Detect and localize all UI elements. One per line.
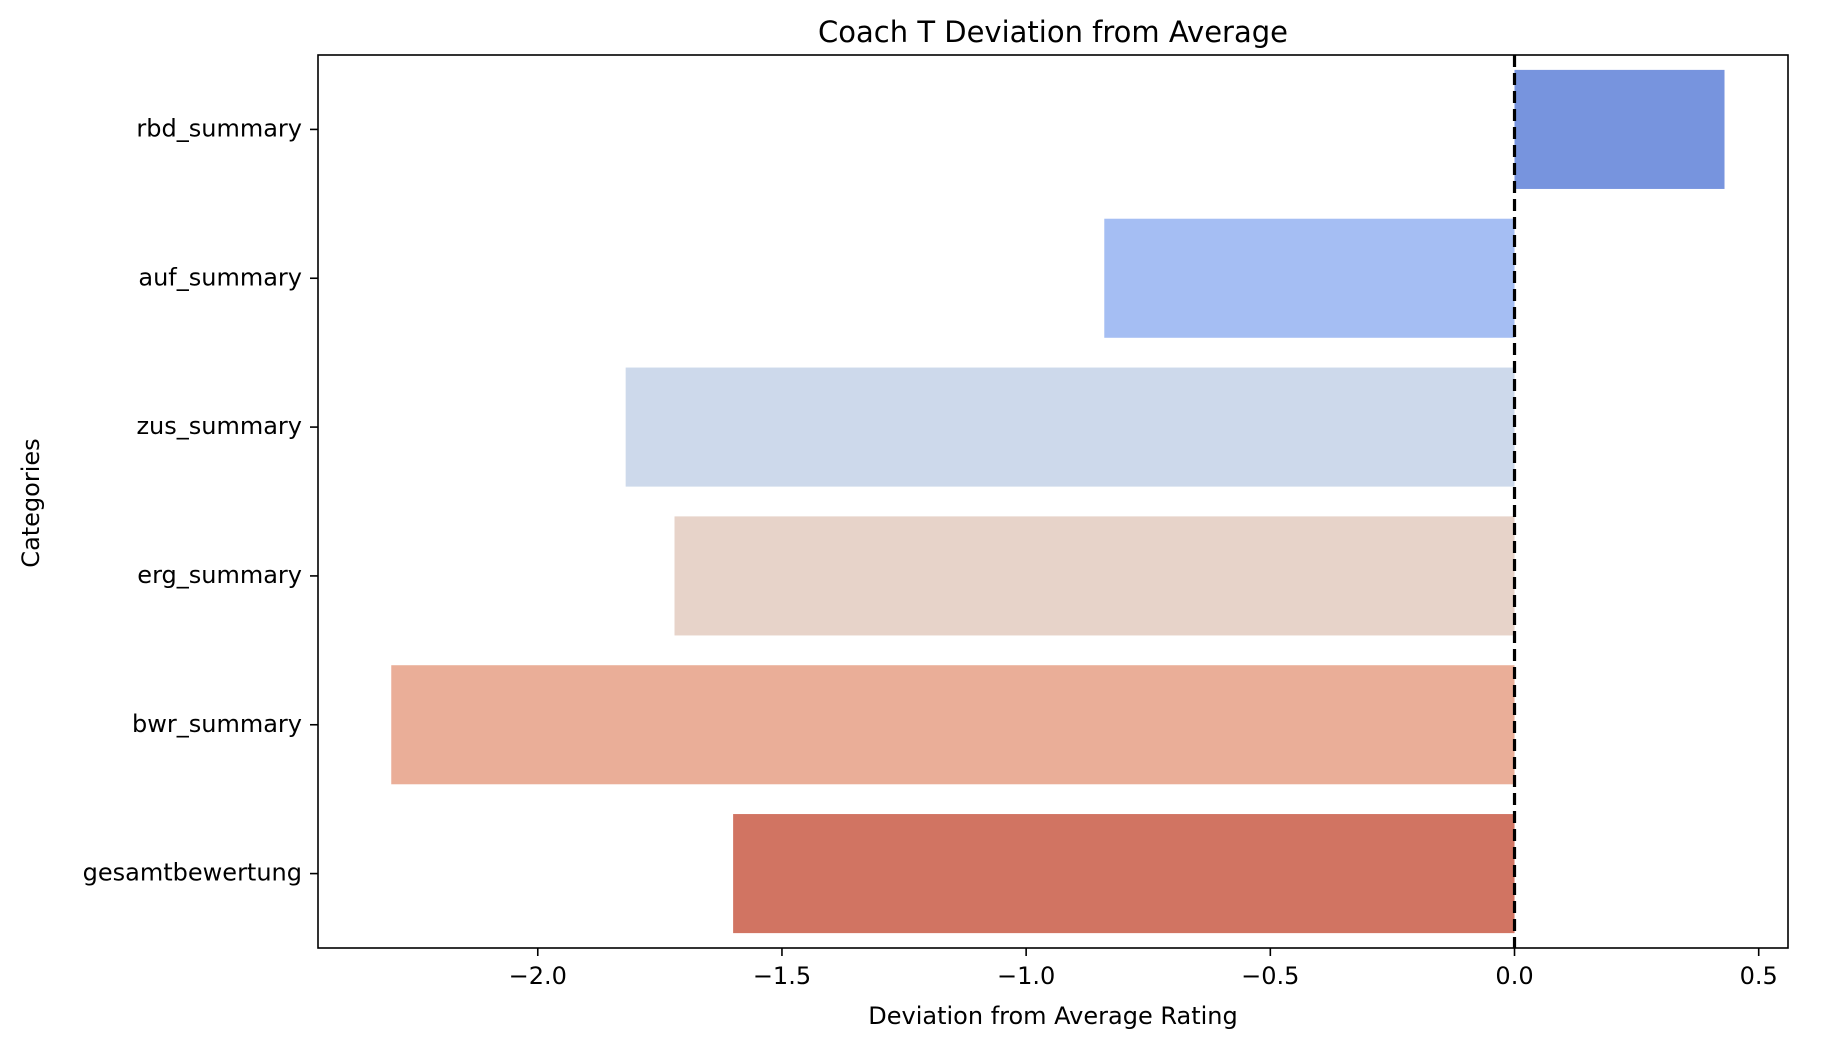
x-tick-label-3: −0.5 bbox=[1241, 962, 1299, 990]
bar-gesamtbewertung bbox=[733, 814, 1515, 934]
y-tick-label-erg_summary: erg_summary bbox=[137, 561, 302, 589]
x-tick-label-2: −1.0 bbox=[997, 962, 1055, 990]
bar-erg_summary bbox=[674, 516, 1515, 636]
y-tick-label-bwr_summary: bwr_summary bbox=[132, 710, 302, 738]
bar-zus_summary bbox=[625, 367, 1515, 487]
y-tick-label-rbd_summary: rbd_summary bbox=[136, 114, 302, 142]
y-tick-label-gesamtbewertung: gesamtbewertung bbox=[83, 859, 302, 887]
bar-auf_summary bbox=[1104, 218, 1515, 338]
bar-bwr_summary bbox=[391, 665, 1515, 785]
x-tick-label-0: −2.0 bbox=[509, 962, 567, 990]
y-tick-label-auf_summary: auf_summary bbox=[138, 263, 302, 291]
x-axis-label: Deviation from Average Rating bbox=[868, 1002, 1237, 1030]
x-tick-label-5: 0.5 bbox=[1740, 962, 1778, 990]
x-tick-label-1: −1.5 bbox=[753, 962, 811, 990]
plot-frame bbox=[317, 54, 1789, 949]
y-tick-label-zus_summary: zus_summary bbox=[136, 412, 302, 440]
chart-title: Coach T Deviation from Average bbox=[818, 15, 1288, 49]
x-tick-label-4: 0.0 bbox=[1495, 962, 1533, 990]
y-axis: rbd_summary auf_summary zus_summary erg_sum… bbox=[83, 114, 318, 887]
x-axis: −2.0 −1.5 −1.0 −0.5 0.0 0.5 bbox=[509, 948, 1778, 990]
y-axis-label: Categories bbox=[17, 438, 45, 567]
bar-rbd_summary bbox=[1514, 69, 1725, 189]
bars-layer bbox=[391, 69, 1725, 934]
